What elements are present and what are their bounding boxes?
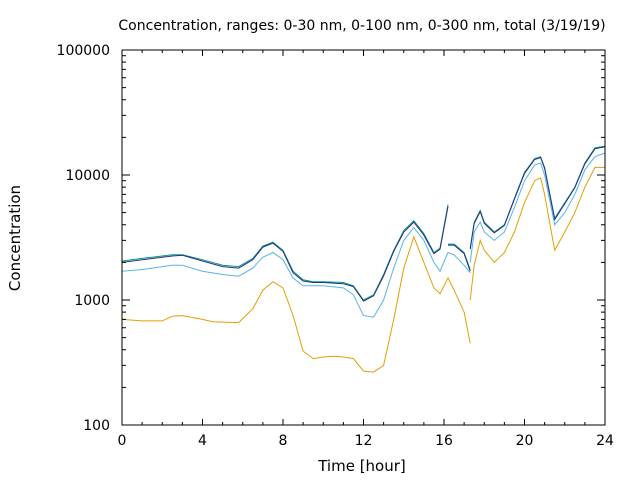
- y-tick-label: 100000: [57, 43, 110, 59]
- series-line-4: [121, 204, 449, 301]
- series-line-2: [121, 226, 471, 318]
- y-axis-label: Concentration: [6, 185, 24, 291]
- y-tick-label: 10000: [65, 168, 110, 184]
- x-tick-label: 12: [355, 433, 373, 449]
- x-tick-label: 0: [118, 433, 127, 449]
- y-tick-label: 1000: [74, 293, 110, 309]
- series-line-0: [121, 235, 471, 373]
- series-line-8: [448, 244, 471, 272]
- series-line-5: [448, 243, 471, 270]
- series-lines: [121, 145, 606, 373]
- series-line-7: [121, 206, 449, 302]
- series-line-6: [469, 145, 606, 249]
- series-line-3: [469, 152, 606, 263]
- x-tick-label: 20: [516, 433, 534, 449]
- x-axis-label: Time [hour]: [317, 457, 406, 475]
- y-tick-label: 100: [83, 418, 110, 434]
- y-axis-ticks: 100 1000 10000 100000: [57, 43, 605, 434]
- x-tick-label: 24: [596, 433, 614, 449]
- chart-title: Concentration, ranges: 0-30 nm, 0-100 nm…: [118, 18, 605, 34]
- x-axis-ticks: 0 4 8 12 16 20 24: [118, 50, 614, 449]
- x-tick-label: 8: [279, 433, 288, 449]
- series-line-9: [469, 146, 606, 250]
- plot-frame: [121, 49, 606, 426]
- x-tick-label: 16: [435, 433, 453, 449]
- series-line-1: [469, 166, 605, 301]
- x-tick-label: 4: [198, 433, 207, 449]
